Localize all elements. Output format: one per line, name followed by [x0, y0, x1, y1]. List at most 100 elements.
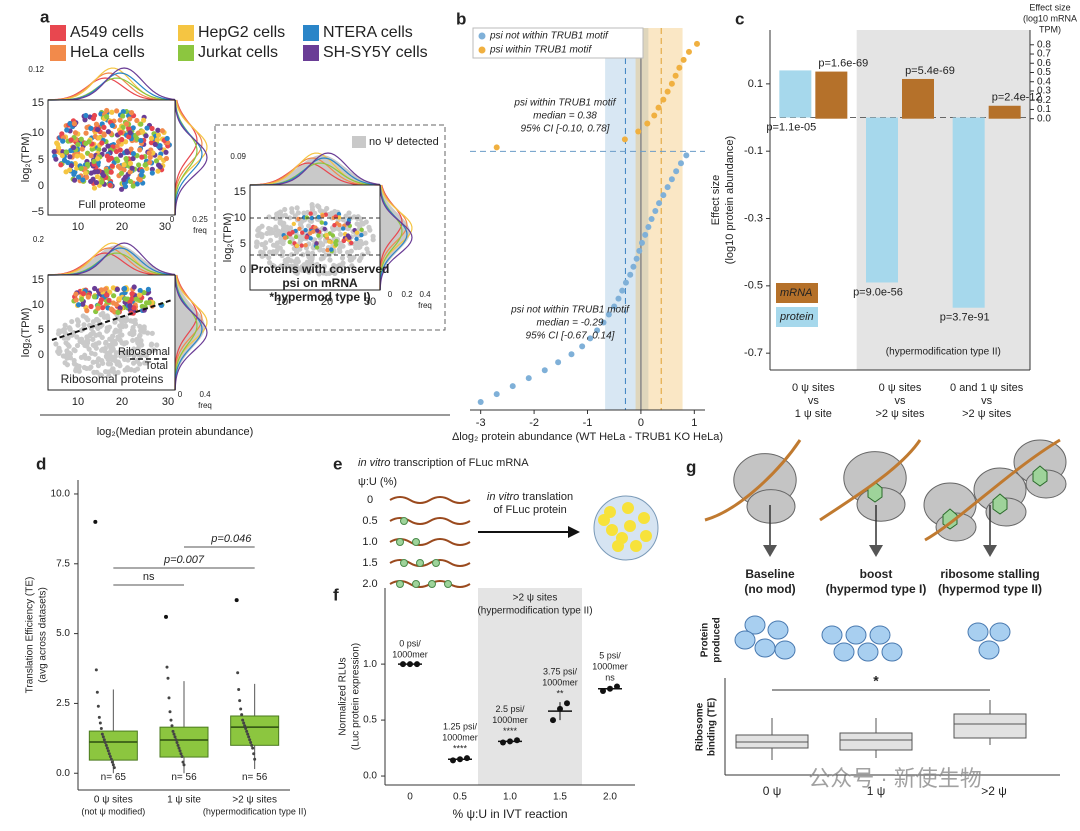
decor-dot: [137, 323, 143, 330]
decor-dot: [90, 329, 96, 335]
legend-swatch: [50, 25, 66, 41]
decor-dot: [307, 231, 313, 236]
psi-mark: [396, 538, 404, 546]
x-tick-label: vs: [808, 395, 820, 407]
annotation: ****: [503, 726, 518, 736]
decor-dot: [259, 231, 265, 238]
point: [249, 741, 253, 745]
decor-dot: [90, 336, 96, 342]
n-label: n= 56: [242, 772, 268, 783]
point: [95, 690, 99, 694]
decor-dot: [110, 285, 116, 291]
density-curve: [174, 274, 208, 391]
decor-dot: [345, 233, 351, 238]
decor-dot: [104, 153, 110, 159]
point: [664, 88, 671, 95]
point: [645, 223, 652, 230]
decor-dot: [309, 215, 315, 221]
decor-dot: [340, 268, 346, 275]
decor-dot: [85, 317, 91, 323]
decor-dot: [109, 163, 115, 169]
decor-dot: [91, 158, 97, 165]
freq-tick-label: 0.2: [401, 290, 413, 299]
point: [683, 152, 690, 159]
line-label: Ribosomal: [118, 346, 170, 358]
decor-dot: [141, 289, 147, 296]
decor-dot: [108, 353, 114, 359]
point: [165, 665, 169, 669]
decor-dot: [79, 296, 85, 302]
decor-dot: [124, 149, 130, 155]
point: [175, 741, 179, 745]
decor-dot: [83, 130, 89, 136]
decor-dot: [309, 206, 316, 213]
annotation: 5 psi/: [599, 650, 621, 660]
decor-dot: [306, 269, 312, 275]
decor-dot: [75, 319, 81, 325]
decor-dot: [254, 239, 260, 246]
state-label: (hypermod type II): [938, 582, 1042, 596]
point: [493, 144, 500, 151]
decor-dot: [286, 231, 292, 236]
x-tick-label: 10: [72, 396, 84, 408]
decor-dot: [73, 291, 79, 297]
decor-dot: [64, 352, 70, 358]
decor-dot: [112, 319, 118, 325]
decor-dot: [113, 301, 119, 308]
x-tick-label: 1 ψ: [867, 784, 886, 798]
decor-dot: [327, 239, 332, 244]
decor-dot: [77, 338, 83, 344]
x-tick-label: 0 ψ: [763, 784, 782, 798]
decor-dot: [114, 156, 120, 162]
point: [176, 743, 180, 747]
bar: [815, 71, 848, 119]
decor-dot: [110, 347, 116, 353]
decor-dot: [370, 237, 376, 243]
annotation: 1000mer: [492, 715, 528, 725]
decor-dot: [83, 112, 89, 119]
decor-dot: [314, 263, 320, 269]
y2-axis-label: (log10 mRNA: [1023, 13, 1077, 23]
point: [668, 176, 675, 183]
decor-dot: [88, 303, 94, 310]
decor-dot: [337, 231, 344, 237]
decor-dot: [125, 366, 131, 373]
point: [644, 120, 651, 127]
decor-dot: [144, 125, 150, 131]
point: [664, 184, 671, 191]
point: [181, 760, 185, 764]
y-tick-label: 0.5: [363, 715, 377, 726]
decor-dot: [69, 318, 75, 325]
protein: [638, 512, 650, 524]
p-value: p=5.4e-69: [905, 65, 955, 77]
point: [94, 668, 98, 672]
y2-tick-label: 0.7: [1037, 49, 1051, 60]
n-label: n= 65: [101, 772, 127, 783]
decor-dot: [53, 341, 59, 347]
state-label: boost: [860, 567, 893, 581]
x-tick-label: 0 ψ sites: [792, 382, 835, 394]
legend-label: HeLa cells: [70, 44, 145, 61]
decor-dot: [72, 130, 79, 136]
protein: [598, 514, 610, 526]
decor-dot: [134, 181, 140, 187]
point: [182, 763, 186, 767]
decor-dot: [156, 162, 162, 168]
row-label: Protein: [700, 623, 711, 657]
decor-dot: [108, 306, 114, 312]
decor-dot: [278, 263, 284, 269]
decor-dot: [309, 201, 315, 208]
mrna: [389, 538, 471, 546]
point: [464, 755, 470, 762]
decor-dot: [106, 342, 112, 349]
decor-dot: [139, 154, 145, 160]
psi-mark: [400, 559, 408, 567]
decor-dot: [339, 255, 346, 261]
panel-label: d: [36, 454, 46, 473]
decor-dot: [55, 141, 61, 148]
point: [651, 112, 658, 119]
annotation: 1000mer: [592, 661, 628, 671]
row-label: binding (TE): [707, 698, 718, 756]
decor-dot: [137, 147, 143, 153]
bar: [952, 117, 985, 308]
